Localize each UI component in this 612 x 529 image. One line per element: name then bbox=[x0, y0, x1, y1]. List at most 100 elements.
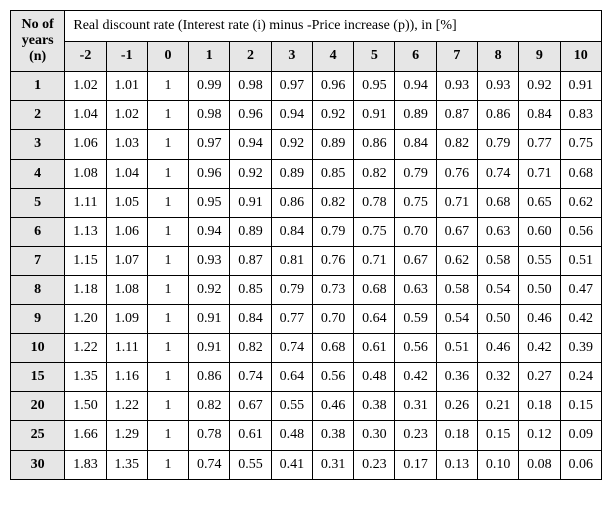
data-cell: 0.85 bbox=[312, 159, 353, 188]
data-cell: 0.92 bbox=[271, 130, 312, 159]
data-cell: 0.65 bbox=[519, 188, 560, 217]
data-cell: 1.09 bbox=[106, 305, 147, 334]
table-row: 61.131.0610.940.890.840.790.750.700.670.… bbox=[11, 217, 602, 246]
data-cell: 0.61 bbox=[230, 421, 271, 450]
data-cell: 0.82 bbox=[230, 334, 271, 363]
data-cell: 1.07 bbox=[106, 246, 147, 275]
data-cell: 0.38 bbox=[312, 421, 353, 450]
data-cell: 0.18 bbox=[436, 421, 477, 450]
data-cell: 0.75 bbox=[395, 188, 436, 217]
data-cell: 0.36 bbox=[436, 363, 477, 392]
data-cell: 0.58 bbox=[436, 275, 477, 304]
data-cell: 1 bbox=[147, 101, 188, 130]
data-cell: 0.89 bbox=[230, 217, 271, 246]
col-header: 0 bbox=[147, 41, 188, 72]
data-cell: 0.96 bbox=[312, 72, 353, 101]
data-cell: 0.55 bbox=[271, 392, 312, 421]
data-cell: 0.79 bbox=[271, 275, 312, 304]
data-cell: 0.48 bbox=[354, 363, 395, 392]
data-cell: 0.08 bbox=[519, 450, 560, 479]
data-cell: 0.70 bbox=[395, 217, 436, 246]
col-header: -2 bbox=[65, 41, 106, 72]
data-cell: 0.58 bbox=[478, 246, 519, 275]
data-cell: 0.62 bbox=[560, 188, 601, 217]
data-cell: 1.35 bbox=[65, 363, 106, 392]
data-cell: 0.74 bbox=[230, 363, 271, 392]
data-cell: 0.79 bbox=[395, 159, 436, 188]
data-cell: 0.75 bbox=[560, 130, 601, 159]
data-cell: 1 bbox=[147, 334, 188, 363]
data-cell: 0.71 bbox=[354, 246, 395, 275]
data-cell: 1.08 bbox=[106, 275, 147, 304]
data-cell: 1 bbox=[147, 188, 188, 217]
data-cell: 1.06 bbox=[65, 130, 106, 159]
data-cell: 0.56 bbox=[560, 217, 601, 246]
data-cell: 1.20 bbox=[65, 305, 106, 334]
data-cell: 1.18 bbox=[65, 275, 106, 304]
table-row: 71.151.0710.930.870.810.760.710.670.620.… bbox=[11, 246, 602, 275]
data-cell: 0.94 bbox=[395, 72, 436, 101]
data-cell: 0.92 bbox=[519, 72, 560, 101]
data-cell: 0.10 bbox=[478, 450, 519, 479]
data-cell: 0.82 bbox=[354, 159, 395, 188]
data-cell: 0.85 bbox=[230, 275, 271, 304]
table-row: 41.081.0410.960.920.890.850.820.790.760.… bbox=[11, 159, 602, 188]
table-row: 251.661.2910.780.610.480.380.300.230.180… bbox=[11, 421, 602, 450]
data-cell: 0.91 bbox=[189, 305, 230, 334]
data-cell: 0.84 bbox=[395, 130, 436, 159]
row-label: 25 bbox=[11, 421, 65, 450]
col-header: 9 bbox=[519, 41, 560, 72]
data-cell: 0.76 bbox=[312, 246, 353, 275]
data-cell: 1 bbox=[147, 450, 188, 479]
row-label: 2 bbox=[11, 101, 65, 130]
data-cell: 0.74 bbox=[478, 159, 519, 188]
row-label: 7 bbox=[11, 246, 65, 275]
col-header: 10 bbox=[560, 41, 601, 72]
data-cell: 0.31 bbox=[312, 450, 353, 479]
table-row: 51.111.0510.950.910.860.820.780.750.710.… bbox=[11, 188, 602, 217]
table-row: 151.351.1610.860.740.640.560.480.420.360… bbox=[11, 363, 602, 392]
data-cell: 0.98 bbox=[189, 101, 230, 130]
data-cell: 0.32 bbox=[478, 363, 519, 392]
data-cell: 0.96 bbox=[189, 159, 230, 188]
data-cell: 0.93 bbox=[436, 72, 477, 101]
data-cell: 0.94 bbox=[271, 101, 312, 130]
data-cell: 0.91 bbox=[354, 101, 395, 130]
data-cell: 0.93 bbox=[189, 246, 230, 275]
data-cell: 0.50 bbox=[519, 275, 560, 304]
data-cell: 1.15 bbox=[65, 246, 106, 275]
data-cell: 1.06 bbox=[106, 217, 147, 246]
data-cell: 0.31 bbox=[395, 392, 436, 421]
data-cell: 0.27 bbox=[519, 363, 560, 392]
data-cell: 0.55 bbox=[519, 246, 560, 275]
data-cell: 0.51 bbox=[436, 334, 477, 363]
data-cell: 0.95 bbox=[189, 188, 230, 217]
data-cell: 1.11 bbox=[106, 334, 147, 363]
data-cell: 0.13 bbox=[436, 450, 477, 479]
col-header: 1 bbox=[189, 41, 230, 72]
col-header: 3 bbox=[271, 41, 312, 72]
data-cell: 0.84 bbox=[271, 217, 312, 246]
data-cell: 0.97 bbox=[189, 130, 230, 159]
data-cell: 1.50 bbox=[65, 392, 106, 421]
data-cell: 0.67 bbox=[436, 217, 477, 246]
row-label: 1 bbox=[11, 72, 65, 101]
data-cell: 0.91 bbox=[560, 72, 601, 101]
data-cell: 0.92 bbox=[189, 275, 230, 304]
data-cell: 0.18 bbox=[519, 392, 560, 421]
data-cell: 0.61 bbox=[354, 334, 395, 363]
data-cell: 1.22 bbox=[65, 334, 106, 363]
table-row: 31.061.0310.970.940.920.890.860.840.820.… bbox=[11, 130, 602, 159]
data-cell: 1.05 bbox=[106, 188, 147, 217]
data-cell: 0.74 bbox=[189, 450, 230, 479]
col-header: 2 bbox=[230, 41, 271, 72]
row-label: 20 bbox=[11, 392, 65, 421]
data-cell: 0.77 bbox=[519, 130, 560, 159]
data-cell: 1.11 bbox=[65, 188, 106, 217]
data-cell: 0.68 bbox=[560, 159, 601, 188]
table-row: 91.201.0910.910.840.770.700.640.590.540.… bbox=[11, 305, 602, 334]
data-cell: 1 bbox=[147, 392, 188, 421]
data-cell: 0.87 bbox=[436, 101, 477, 130]
data-cell: 0.67 bbox=[230, 392, 271, 421]
data-cell: 0.91 bbox=[189, 334, 230, 363]
